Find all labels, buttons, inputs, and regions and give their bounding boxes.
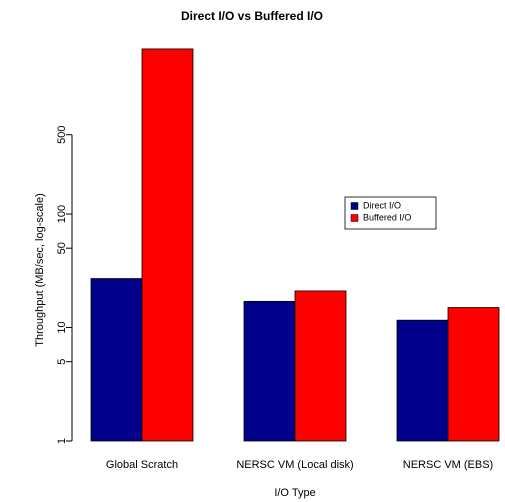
legend-box (344, 196, 437, 230)
bar (90, 278, 143, 442)
bar (396, 319, 449, 442)
y-tick-label: 5 (56, 359, 68, 365)
bar (243, 300, 296, 442)
x-tick-label: Global Scratch (106, 459, 178, 471)
bar (141, 48, 194, 442)
y-axis-label: Throughput (MB/sec, log-scale) (34, 193, 46, 346)
y-tick-label: 500 (56, 126, 68, 144)
bar (447, 307, 500, 442)
bar (294, 290, 347, 442)
y-tick-label: 1 (56, 438, 68, 444)
x-tick-label: NERSC VM (Local disk) (236, 459, 353, 471)
legend-swatch (350, 214, 359, 222)
legend-label: Direct I/O (363, 200, 401, 210)
legend-label: Buffered I/O (363, 212, 411, 222)
chart-title: Direct I/O vs Buffered I/O (181, 9, 323, 23)
y-tick-label: 100 (56, 205, 68, 223)
y-tick-label: 10 (56, 321, 68, 333)
x-tick-label: NERSC VM (EBS) (403, 459, 493, 471)
y-tick-label: 50 (56, 242, 68, 254)
legend-swatch (350, 202, 359, 210)
x-axis-label: I/O Type (274, 487, 315, 499)
